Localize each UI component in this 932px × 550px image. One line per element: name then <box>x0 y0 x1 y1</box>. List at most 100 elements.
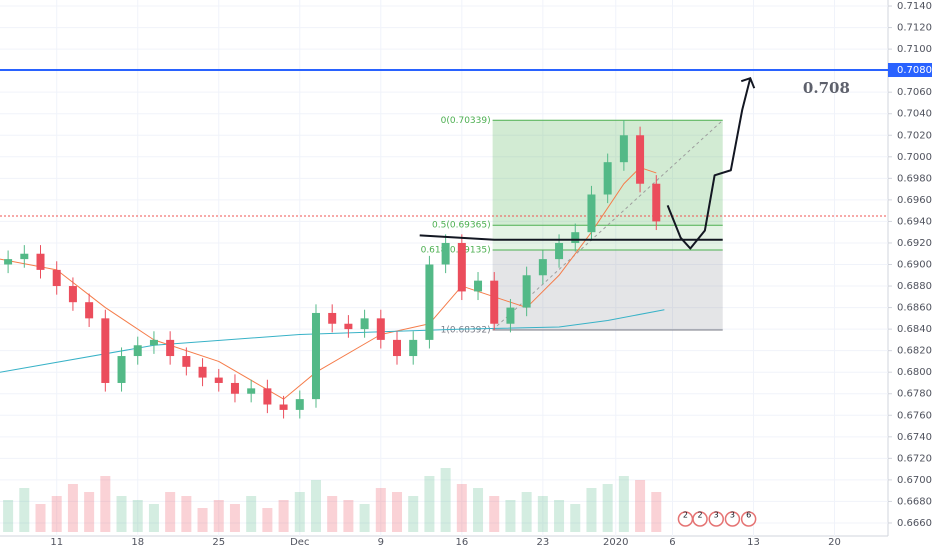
fib-label: 0(0.70339) <box>441 116 491 126</box>
volume-bar <box>132 500 143 532</box>
candle-body <box>538 259 547 276</box>
drawing <box>666 77 752 250</box>
volume-bar <box>651 492 662 532</box>
volume-bar <box>635 480 646 532</box>
candle-body <box>490 280 499 324</box>
candle-body <box>409 339 418 357</box>
candle-body <box>587 194 596 233</box>
arrow-head <box>740 76 756 89</box>
volume-bar <box>213 500 224 532</box>
candle-body <box>571 232 580 243</box>
volume-bar <box>84 492 95 532</box>
volume-bar <box>310 480 321 532</box>
volume-bar <box>229 504 240 532</box>
candle-body <box>603 162 612 195</box>
fib-zone-mid <box>492 225 723 250</box>
event-marker <box>708 511 724 527</box>
volume-bar <box>618 476 629 532</box>
volume-bar <box>262 508 273 532</box>
fib-label: 1(0.68392) <box>441 325 491 335</box>
volume-bar <box>537 496 548 532</box>
volume-bar <box>375 488 386 532</box>
volume-bar <box>19 488 30 532</box>
candle-body <box>263 388 272 405</box>
candle-body <box>457 242 466 292</box>
candle-body <box>360 318 369 330</box>
event-marker <box>724 511 741 527</box>
price-tag <box>888 63 932 78</box>
volume-bar <box>51 496 62 532</box>
event-marker <box>740 511 757 527</box>
volume-bar <box>424 476 435 532</box>
event-label: 2 <box>683 511 688 520</box>
candle-body <box>36 253 45 270</box>
volume-bar <box>3 500 14 532</box>
candle-body <box>376 318 385 340</box>
candle-body <box>68 286 77 303</box>
candle-body <box>20 253 29 260</box>
candle-body <box>441 242 450 265</box>
candle-body <box>166 339 175 357</box>
price-tag-label: 0.70806 <box>897 65 932 76</box>
volume-bar <box>489 496 500 532</box>
volume-bar <box>586 488 597 532</box>
volume-bar <box>343 500 354 532</box>
event-label: 3 <box>730 511 735 520</box>
x-tick-label: Dec <box>290 537 309 548</box>
fib-label: 0.618(0.69135) <box>421 245 491 255</box>
volume-bar <box>440 468 451 532</box>
candle-body <box>636 135 645 184</box>
candle-body <box>85 302 94 319</box>
x-tick-label: 25 <box>212 537 225 548</box>
candle-body <box>4 259 13 265</box>
volume-bar <box>35 504 46 532</box>
candle-body <box>652 183 661 222</box>
fib-trend <box>492 119 724 331</box>
candle-body <box>133 345 142 357</box>
volume-bar <box>278 500 289 532</box>
volume-bar <box>554 500 565 532</box>
volume-bar <box>294 492 305 532</box>
event-label: 3 <box>714 511 719 520</box>
candle-body <box>230 382 239 394</box>
x-tick-label: 18 <box>131 537 144 548</box>
candle-body <box>182 356 191 367</box>
candle-body <box>425 264 434 340</box>
candle-body <box>149 339 158 346</box>
fib-label: 0.5(0.69365) <box>432 221 491 231</box>
x-tick-label: 11 <box>50 537 63 548</box>
event-label: 6 <box>746 511 751 520</box>
candle-body <box>344 323 353 330</box>
candle-body <box>214 377 223 383</box>
candle-body <box>328 312 337 324</box>
candle-body <box>506 307 515 324</box>
x-tick-label: 23 <box>536 537 549 548</box>
volume-bar <box>473 488 484 532</box>
x-tick-label: 16 <box>455 537 468 548</box>
candle-body <box>393 339 402 357</box>
volume-bar <box>181 496 192 532</box>
volume-bar <box>602 484 613 532</box>
volume-bar <box>148 504 159 532</box>
